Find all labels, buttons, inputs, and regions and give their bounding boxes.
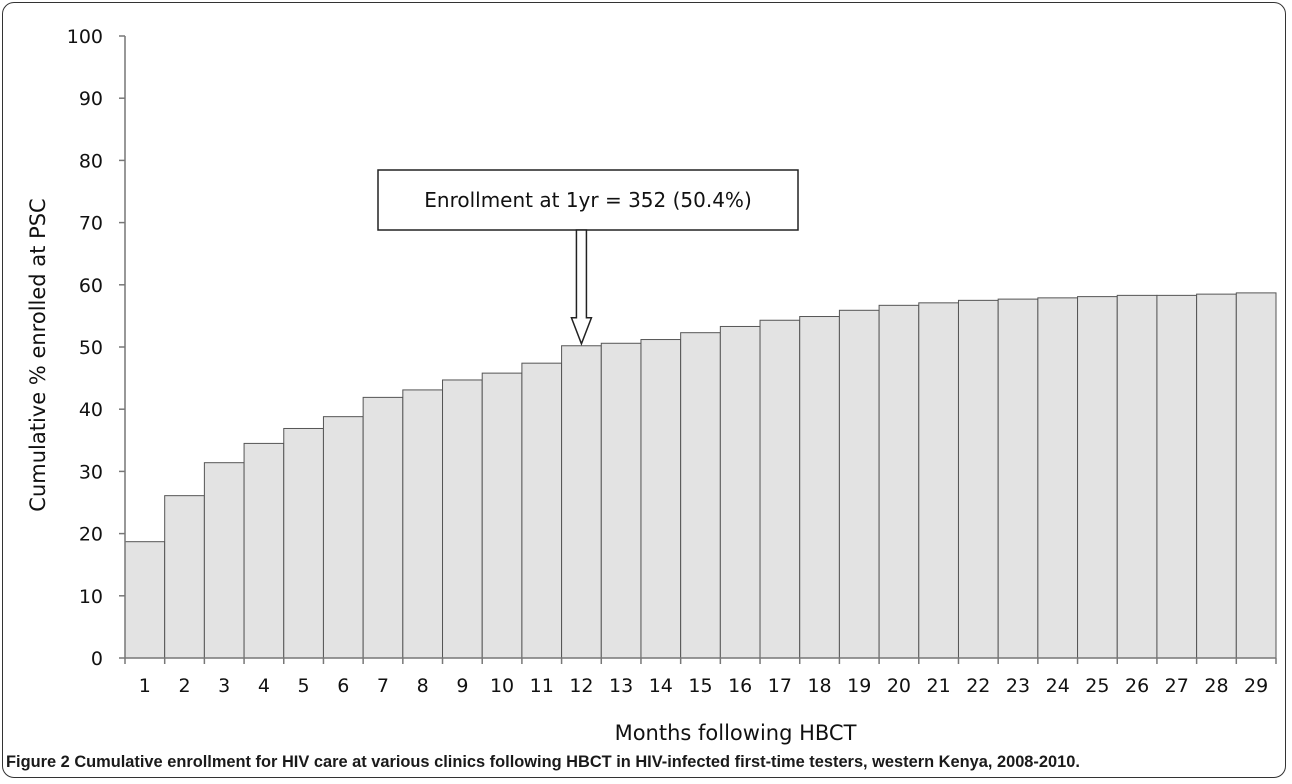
- y-tick-label-80: 80: [79, 150, 103, 172]
- bar-month-5: [283, 427, 324, 659]
- x-axis-title: Months following HBCT: [615, 721, 857, 745]
- y-tick-label-10: 10: [79, 586, 103, 608]
- x-tick-label-6: 6: [337, 675, 349, 697]
- x-tick-label-15: 15: [688, 675, 712, 697]
- bar-month-11: [521, 362, 563, 659]
- x-tick-label-21: 21: [927, 675, 951, 697]
- y-tick-label-100: 100: [67, 26, 103, 48]
- x-tick-label-19: 19: [847, 675, 871, 697]
- x-tick-label-8: 8: [417, 675, 429, 697]
- bar-month-26: [1116, 294, 1158, 659]
- bar-month-18: [799, 316, 840, 659]
- x-tick-label-20: 20: [887, 675, 911, 697]
- bar-month-8: [402, 389, 444, 659]
- figure-caption-text: Cumulative enrollment for HIV care at va…: [69, 753, 1080, 771]
- x-tick-label-7: 7: [377, 675, 389, 697]
- x-tick-label-29: 29: [1244, 675, 1268, 697]
- x-tick-label-3: 3: [218, 675, 230, 697]
- y-tick-label-0: 0: [91, 648, 103, 670]
- x-tick-label-4: 4: [258, 675, 270, 697]
- bar-month-29: [1235, 292, 1277, 659]
- y-tick-label-20: 20: [79, 524, 103, 546]
- y-tick-label-30: 30: [79, 461, 103, 483]
- figure-label: Figure 2: [6, 753, 70, 771]
- bar-month-14: [640, 339, 682, 659]
- annotation-text: Enrollment at 1yr = 352 (50.4%): [424, 188, 752, 212]
- bar-month-27: [1156, 294, 1198, 659]
- y-tick-label-90: 90: [79, 88, 103, 110]
- bar-month-9: [442, 379, 483, 659]
- bars-layer: [124, 292, 1277, 659]
- x-tick-label-24: 24: [1046, 675, 1070, 697]
- bar-month-6: [322, 416, 364, 659]
- annotation: Enrollment at 1yr = 352 (50.4%): [377, 169, 799, 346]
- y-tick-label-40: 40: [79, 399, 103, 421]
- bar-month-10: [481, 372, 523, 659]
- x-tick-label-23: 23: [1006, 675, 1030, 697]
- bar-month-7: [362, 396, 404, 659]
- bar-month-24: [1037, 297, 1079, 659]
- y-tick-label-60: 60: [79, 275, 103, 297]
- bar-month-17: [759, 319, 801, 659]
- x-tick-label-26: 26: [1125, 675, 1149, 697]
- x-tick-label-16: 16: [728, 675, 752, 697]
- bar-month-22: [957, 299, 999, 659]
- x-tick-label-5: 5: [298, 675, 310, 697]
- x-tick-label-17: 17: [768, 675, 792, 697]
- x-tick-label-1: 1: [139, 675, 151, 697]
- bar-month-2: [164, 495, 205, 659]
- figure-caption: Figure 2 Cumulative enrollment for HIV c…: [6, 753, 1286, 772]
- x-tick-label-9: 9: [456, 675, 468, 697]
- x-tick-label-13: 13: [609, 675, 633, 697]
- x-tick-label-11: 11: [530, 675, 554, 697]
- bar-month-25: [1077, 296, 1118, 659]
- bar-month-1: [124, 541, 166, 659]
- bar-month-28: [1196, 293, 1237, 659]
- bar-month-13: [600, 342, 642, 659]
- bar-month-21: [918, 302, 959, 659]
- bar-month-23: [997, 298, 1039, 659]
- bar-month-19: [838, 309, 880, 659]
- x-tick-label-25: 25: [1085, 675, 1109, 697]
- y-axis-title: Cumulative % enrolled at PSC: [26, 198, 50, 511]
- bar-month-20: [878, 304, 920, 659]
- x-tick-label-12: 12: [569, 675, 593, 697]
- x-tick-label-2: 2: [178, 675, 190, 697]
- bar-month-16: [719, 325, 761, 659]
- y-tick-label-70: 70: [79, 213, 103, 235]
- bar-month-3: [203, 462, 245, 659]
- bar-month-12: [561, 345, 602, 659]
- bar-month-4: [243, 442, 285, 659]
- annotation-box: [377, 169, 799, 231]
- x-tick-label-22: 22: [966, 675, 990, 697]
- x-tick-label-27: 27: [1165, 675, 1189, 697]
- annotation-arrow: [570, 229, 593, 346]
- x-tick-label-28: 28: [1204, 675, 1228, 697]
- x-tick-label-14: 14: [649, 675, 673, 697]
- bar-month-15: [680, 332, 721, 659]
- x-tick-label-10: 10: [490, 675, 514, 697]
- x-tick-label-18: 18: [807, 675, 831, 697]
- y-tick-label-50: 50: [79, 337, 103, 359]
